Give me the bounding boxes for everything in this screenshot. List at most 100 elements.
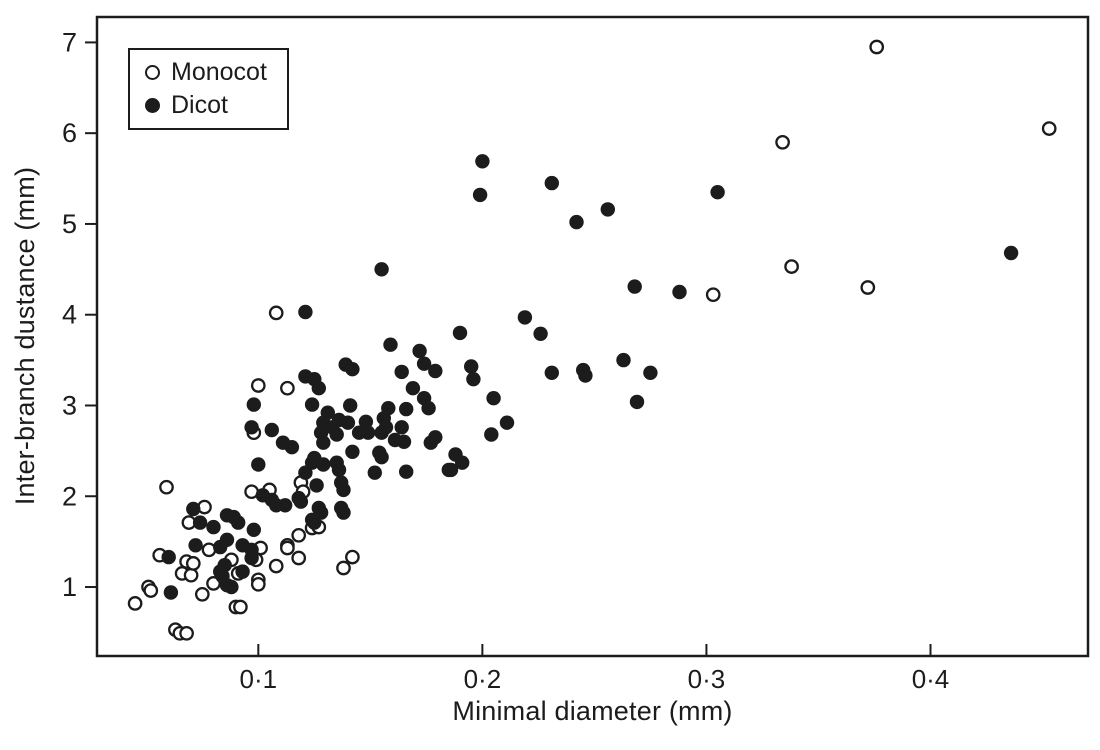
dicot-point <box>475 154 490 169</box>
monocot-point <box>179 625 194 641</box>
dicot-point <box>358 414 374 429</box>
dicot-point <box>394 364 409 380</box>
dicot-point <box>443 462 459 478</box>
dicot-point <box>544 365 559 380</box>
dicot-point <box>360 425 376 440</box>
dicot-point <box>499 415 515 430</box>
dicot-point <box>399 401 414 417</box>
dicot-point <box>246 522 261 537</box>
monocot-point <box>860 280 876 295</box>
monocot-point <box>250 378 266 393</box>
dicot-point <box>336 482 351 498</box>
legend-label-monocot: Monocot <box>171 58 267 86</box>
monocot-point <box>143 583 159 598</box>
plot-border <box>95 15 1090 658</box>
dicot-point <box>235 564 250 579</box>
x-axis-label: Minimal diameter (mm) <box>452 696 733 726</box>
dicot-point <box>316 457 331 472</box>
dicot-point <box>464 359 479 374</box>
dicot-point <box>206 519 221 535</box>
dicot-point <box>244 420 259 435</box>
x-tick-label: 0·3 <box>688 664 726 694</box>
y-tick-label: 7 <box>62 27 77 57</box>
dicot-point <box>466 372 481 387</box>
monocot-point <box>268 305 284 321</box>
dicot-point <box>367 465 382 480</box>
y-tick-label: 4 <box>62 300 77 330</box>
monocot-open-circle-icon <box>145 65 160 81</box>
dicot-point <box>421 401 436 416</box>
y-tick-label: 6 <box>62 118 77 148</box>
dicot-point <box>416 356 432 371</box>
dicot-point <box>374 262 389 277</box>
monocot-point <box>206 576 221 591</box>
dicot-point <box>378 420 394 435</box>
dicot-point <box>405 381 421 396</box>
dicot-point <box>452 325 468 341</box>
dicot-point <box>517 310 533 325</box>
dicot-point <box>304 397 320 412</box>
dicot-point <box>381 401 396 416</box>
monocot-point <box>336 560 351 576</box>
dicot-point <box>313 505 329 520</box>
dicot-point <box>329 427 344 442</box>
dicot-point <box>224 579 239 595</box>
x-tick-label: 0·2 <box>464 664 502 694</box>
monocot-point <box>185 556 201 571</box>
dicot-point <box>345 362 360 377</box>
dicot-point <box>161 549 176 565</box>
monocot-point <box>869 39 885 55</box>
monocot-point <box>233 599 248 615</box>
dicot-point <box>486 391 501 406</box>
dicot-point <box>284 440 300 455</box>
legend-label-dicot: Dicot <box>171 90 228 119</box>
monocot-point <box>280 380 295 396</box>
legend-item-dicot: Dicot <box>145 90 267 120</box>
dicot-point <box>394 420 409 435</box>
monocot-point <box>775 134 790 150</box>
x-tick-label: 0·4 <box>912 664 950 694</box>
monocot-point <box>784 259 799 274</box>
dicot-point <box>374 450 389 465</box>
dicot-point <box>643 365 658 380</box>
dicot-point <box>578 368 593 383</box>
dicot-point <box>251 457 266 472</box>
monocot-point <box>345 549 360 565</box>
dicot-point <box>627 279 642 294</box>
monocot-point <box>268 558 284 574</box>
dicot-point <box>428 430 443 445</box>
dicot-filled-circle-icon <box>145 97 160 113</box>
dicot-point <box>412 343 427 359</box>
monocot-point <box>127 596 143 611</box>
monocot-point <box>183 567 199 583</box>
dicot-point <box>672 284 687 300</box>
dicot-point <box>244 550 259 566</box>
monocot-point <box>705 287 721 303</box>
x-tick-label: 0·1 <box>240 664 278 694</box>
monocot-point <box>280 540 295 556</box>
dicot-point <box>455 455 470 470</box>
dicot-point <box>336 505 351 520</box>
legend: Monocot Dicot <box>128 48 289 130</box>
dicot-point <box>396 434 412 449</box>
legend-item-monocot: Monocot <box>145 58 267 87</box>
y-tick-label: 2 <box>62 481 77 511</box>
y-tick-label: 5 <box>62 209 77 239</box>
dicot-point <box>544 175 559 191</box>
dicot-point <box>192 515 208 530</box>
dicot-point <box>629 394 645 410</box>
dicot-point <box>264 422 279 438</box>
dicot-point <box>428 363 443 379</box>
dicot-point <box>472 187 488 203</box>
monocot-point <box>159 479 174 495</box>
dicot-point <box>343 398 358 413</box>
dicot-point <box>331 462 347 478</box>
dicot-point <box>246 397 261 412</box>
dicot-point <box>219 532 235 547</box>
dicot-point <box>383 337 398 352</box>
dicot-point <box>231 515 246 530</box>
dicot-point <box>311 381 326 396</box>
dicot-point <box>1003 245 1019 261</box>
